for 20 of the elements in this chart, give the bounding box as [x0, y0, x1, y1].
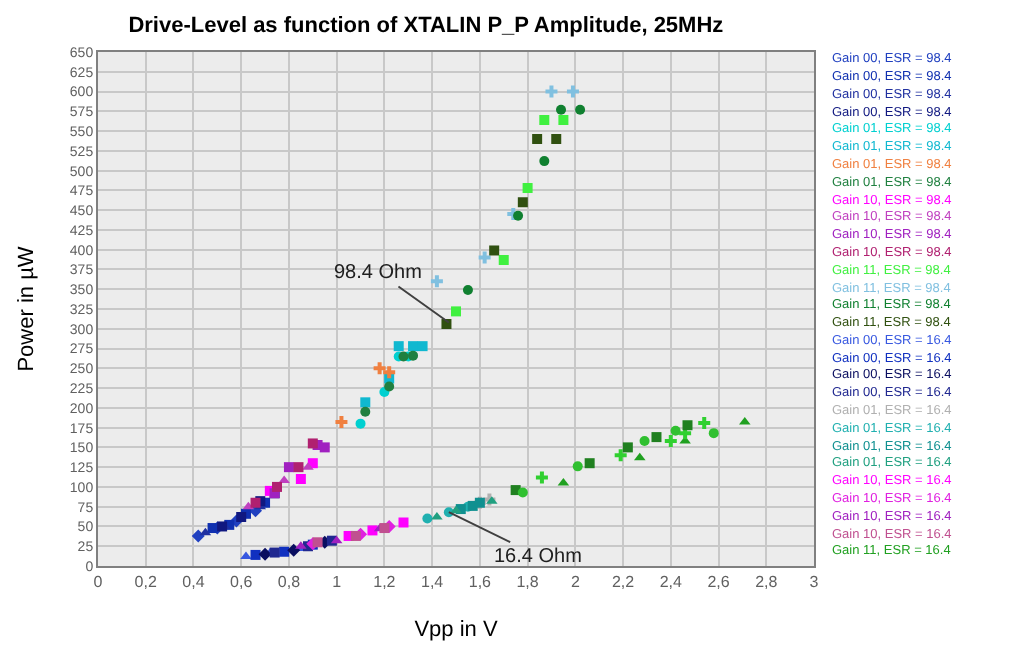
x-tick-label: 1,2 — [373, 573, 397, 592]
annotation: 16.4 Ohm — [494, 546, 582, 568]
x-tick-label: 1,4 — [421, 573, 445, 592]
x-tick-label: 2,6 — [707, 573, 731, 592]
x-tick-label: 1,6 — [468, 573, 493, 592]
y-axis-title: Power in µW — [15, 245, 40, 372]
x-tick-label: 1,8 — [516, 573, 540, 592]
x-tick-label: 0,6 — [230, 573, 254, 592]
x-tick-label: 2 — [570, 573, 581, 592]
x-tick-label: 2,4 — [659, 573, 684, 592]
x-tick-label: 1 — [332, 573, 343, 592]
x-tick-label: 3 — [809, 573, 820, 592]
x-tick-label: 0,4 — [182, 573, 206, 592]
x-tick-label: 0,8 — [277, 573, 302, 592]
x-tick-label: 2,8 — [755, 573, 779, 592]
annotation: 98.4 Ohm — [334, 262, 422, 284]
x-tick-label: 2,2 — [611, 573, 636, 592]
chart-title: Drive-Level as function of XTALIN P_P Amplitude, 25MHz — [128, 13, 725, 38]
x-axis-title: Vpp in V — [414, 617, 499, 642]
x-tick-label: 0,2 — [134, 573, 158, 592]
